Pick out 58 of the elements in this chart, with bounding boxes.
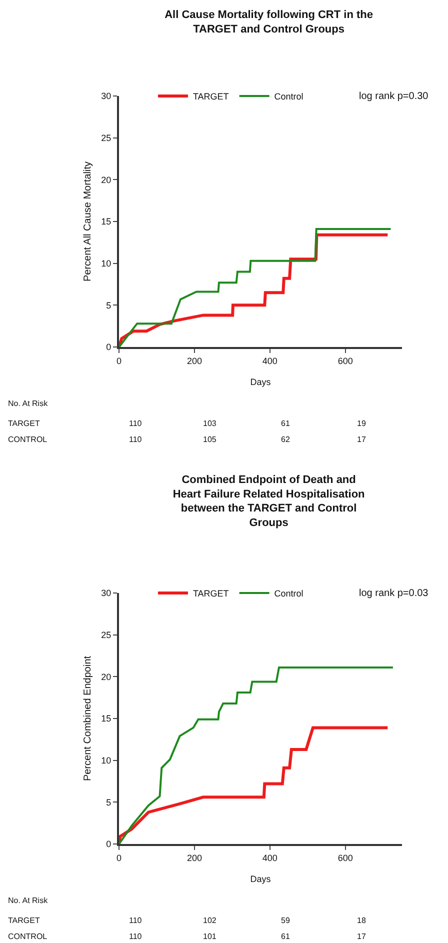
y-tick-label: 5: [106, 300, 112, 310]
annotation: log rank p=0.03: [359, 588, 429, 599]
x-tick-label: 400: [262, 356, 278, 366]
y-tick-label: 30: [101, 91, 112, 102]
y-tick-label: 10: [101, 258, 112, 268]
x-tick-label: 0: [116, 356, 122, 366]
line-series: [119, 666, 394, 844]
x-tick-label: 200: [186, 852, 202, 863]
x-tick-label: 200: [186, 356, 202, 366]
y-tick-label: 15: [101, 714, 112, 724]
chart-title: All Cause Mortality following CRT in the TARGET and Control Groups: [164, 9, 374, 36]
annotation: log rank p=0.30: [359, 91, 429, 102]
text: 17: [357, 932, 366, 941]
x-tick-label: 0: [116, 852, 122, 863]
text: 110: [129, 435, 142, 444]
text: 105: [203, 435, 217, 444]
x-axis-title: Days: [250, 377, 272, 388]
text: 59: [281, 916, 290, 925]
text: 110: [129, 419, 142, 428]
y-axis-title: Percent All Cause Mortality: [82, 161, 94, 282]
line-series: [119, 726, 390, 844]
text: 101: [203, 932, 217, 941]
text: TARGET: [8, 916, 40, 925]
y-tick-label: 25: [101, 630, 112, 640]
legend-label: TARGET: [192, 92, 230, 102]
text: CONTROL: [8, 435, 48, 444]
legend-label: Control: [274, 588, 304, 599]
text: CONTROL: [8, 932, 48, 941]
legend-label: TARGET: [192, 588, 230, 599]
text: 61: [281, 932, 290, 941]
text: 103: [203, 419, 217, 428]
text: 19: [357, 419, 366, 428]
legend-label: Control: [274, 92, 304, 102]
y-tick-label: 0: [106, 342, 112, 352]
y-axis-title: Percent Combined Endpoint: [82, 656, 94, 782]
x-tick-label: 600: [338, 852, 353, 863]
text: 61: [281, 419, 290, 428]
text: 110: [129, 916, 142, 925]
text: No. At Risk: [8, 896, 49, 905]
y-tick-label: 20: [101, 174, 112, 185]
text: TARGET: [8, 419, 40, 428]
text: 17: [357, 435, 366, 444]
y-tick-label: 5: [106, 797, 112, 808]
text: No. At Risk: [8, 399, 49, 408]
x-tick-label: 400: [262, 852, 278, 863]
text: 18: [357, 916, 366, 925]
y-tick-label: 15: [101, 216, 112, 227]
x-tick-label: 600: [338, 356, 353, 366]
chart-title: Combined Endpoint of Death and Heart Failure Related Hospitalisation between the TARGET and Control Groups: [172, 474, 366, 529]
y-tick-label: 30: [101, 588, 112, 598]
text: 110: [129, 932, 142, 941]
text: 102: [203, 916, 217, 925]
text: 62: [281, 435, 290, 444]
x-axis-title: Days: [250, 874, 272, 884]
y-tick-label: 25: [101, 132, 112, 143]
y-tick-label: 0: [106, 839, 112, 850]
y-tick-label: 20: [101, 672, 112, 682]
y-tick-label: 10: [101, 755, 112, 766]
